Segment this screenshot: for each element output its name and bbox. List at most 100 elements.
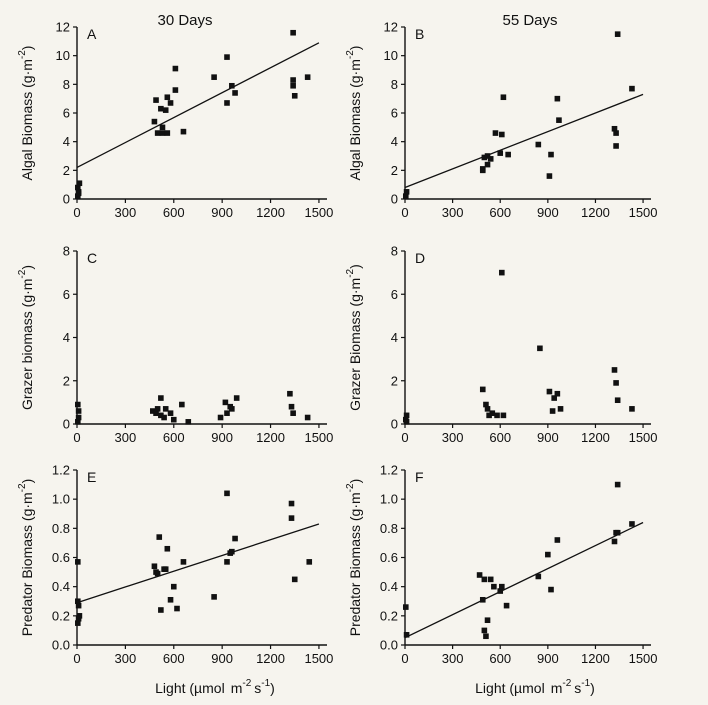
y-tick-label: 0.6 <box>380 550 398 565</box>
data-point <box>479 386 486 393</box>
data-point <box>497 150 504 156</box>
data-point <box>164 94 171 101</box>
data-point <box>211 74 217 80</box>
data-point <box>484 161 491 168</box>
data-point <box>494 412 500 419</box>
x-tick-label: 1200 <box>256 205 285 220</box>
data-point <box>229 548 235 555</box>
data-point <box>476 572 483 578</box>
x-tick-label: 600 <box>489 430 511 445</box>
data-point <box>75 184 81 191</box>
data-point <box>75 408 82 414</box>
y-tick-label: 6 <box>391 287 398 302</box>
y-tick-label: 0.0 <box>380 638 398 653</box>
data-point <box>224 410 230 416</box>
y-axis-label: Predator Biomass (g·m-2) <box>17 479 35 637</box>
data-point <box>76 180 83 187</box>
x-tick-label: 0 <box>73 430 80 445</box>
data-point <box>288 515 295 521</box>
data-point <box>491 583 497 590</box>
data-point <box>154 570 161 577</box>
data-point <box>75 419 81 425</box>
y-tick-label: 1.0 <box>52 492 70 507</box>
data-point <box>154 406 161 412</box>
data-point <box>481 627 488 634</box>
x-tick-label: 600 <box>163 651 185 666</box>
data-point <box>158 105 164 112</box>
data-point <box>500 412 507 419</box>
data-point <box>613 130 619 136</box>
data-point <box>551 395 557 401</box>
y-tick-label: 6 <box>391 106 398 121</box>
y-axis-label: Algal Biomass (g·m-2) <box>345 46 363 181</box>
data-point <box>484 406 491 412</box>
data-point <box>288 403 295 410</box>
data-point <box>611 367 618 373</box>
data-point <box>546 173 553 179</box>
data-point <box>483 633 489 640</box>
data-point <box>75 559 81 565</box>
data-point <box>161 414 167 421</box>
panel-d: 0 300 600 900 1200 1500 0 2 4 6 8 D Grazer Biomass (… <box>345 244 658 446</box>
panel-a: 0 300 600 900 1200 1500 0 2 4 6 8 10 12 A Algal Biomas… <box>17 20 333 221</box>
data-point <box>75 401 81 408</box>
x-tick-label: 1500 <box>304 430 333 445</box>
data-point <box>549 408 556 414</box>
y-tick-label: 10 <box>384 48 398 63</box>
data-point <box>151 563 158 570</box>
x-tick-label: 1200 <box>581 430 610 445</box>
data-point <box>290 29 296 36</box>
y-tick-label: 1.2 <box>52 463 70 478</box>
data-point <box>484 153 491 159</box>
y-tick-label: 0.4 <box>380 579 398 594</box>
data-point <box>486 412 492 419</box>
data-point <box>492 130 499 136</box>
data-point <box>167 100 174 106</box>
x-tick-label: 300 <box>115 651 137 666</box>
y-axis-label: Grazer Biomass (g·m-2) <box>345 264 363 411</box>
data-point <box>304 74 311 80</box>
data-point <box>291 93 298 99</box>
data-point <box>150 408 156 414</box>
x-tick-label: 900 <box>211 651 233 666</box>
y-axis-label: Grazer biomass (g·m-2) <box>17 265 35 410</box>
data-point <box>556 117 562 123</box>
y-tick-label: 8 <box>63 244 70 259</box>
data-point <box>484 617 491 624</box>
data-point <box>402 604 409 610</box>
x-tick-label: 900 <box>211 205 233 220</box>
data-point <box>158 395 164 401</box>
x-tick-label: 1500 <box>629 205 658 220</box>
regression-line <box>76 42 320 169</box>
data-point <box>180 559 187 565</box>
panel-letter-e: E <box>87 469 96 485</box>
x-tick-label: 600 <box>489 205 511 220</box>
data-point <box>232 90 238 96</box>
data-point <box>288 500 295 507</box>
data-point <box>75 620 81 626</box>
x-tick-label: 900 <box>537 430 559 445</box>
y-tick-label: 0.2 <box>52 608 70 623</box>
data-point <box>224 559 230 565</box>
data-point <box>224 54 230 60</box>
data-point <box>211 594 217 600</box>
data-point <box>75 414 82 421</box>
data-point <box>287 390 293 397</box>
data-point <box>291 576 298 583</box>
data-point <box>164 130 171 136</box>
data-point <box>172 87 179 93</box>
x-tick-label: 1500 <box>629 651 658 666</box>
x-tick-label: 1200 <box>256 430 285 445</box>
y-tick-label: 4 <box>391 134 398 149</box>
y-tick-label: 0.8 <box>380 521 398 536</box>
data-point <box>487 576 494 583</box>
y-tick-label: 8 <box>391 77 398 92</box>
regression-line <box>76 523 320 604</box>
panel-b: 0 300 600 900 1200 1500 0 2 4 6 8 10 12 B Algal Biomas… <box>345 20 658 221</box>
data-point <box>403 631 410 638</box>
panel-letter-a: A <box>87 26 97 42</box>
x-tick-label: 600 <box>489 651 511 666</box>
data-point <box>548 151 554 158</box>
data-point <box>304 414 311 421</box>
data-point <box>505 151 511 158</box>
